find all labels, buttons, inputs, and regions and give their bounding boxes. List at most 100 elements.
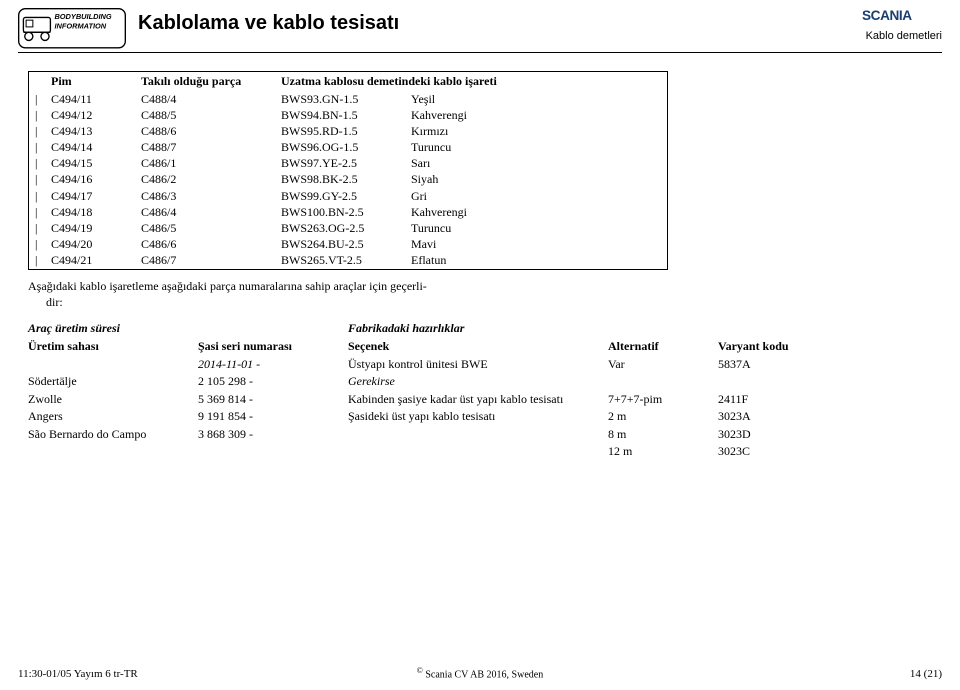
- options-table: Fabrikadaki hazırlıklar Seçenek Alternat…: [348, 320, 818, 460]
- scania-logo: SCANIA: [862, 8, 942, 24]
- option-alt: 8 m: [608, 426, 718, 443]
- table-row: 2014-11-01 -: [28, 356, 318, 373]
- production-serial: 3 868 309 -: [198, 426, 318, 443]
- pin-kod: BWS94.BN-1.5: [275, 107, 405, 123]
- footer-left: 11:30-01/05 Yayım 6 tr-TR: [18, 668, 138, 680]
- note-text: Aşağıdaki kablo işaretleme aşağıdaki par…: [28, 278, 508, 310]
- option-alt: 7+7+7-pim: [608, 391, 718, 408]
- pin-bar: |: [29, 107, 45, 123]
- pin-bar: |: [29, 188, 45, 204]
- pin-parca: C486/2: [135, 171, 275, 187]
- production-site: São Bernardo do Campo: [28, 426, 198, 443]
- pin-renk: Yeşil: [405, 91, 667, 107]
- pin-kod: BWS95.RD-1.5: [275, 123, 405, 139]
- pin-bar: |: [29, 139, 45, 155]
- pin-pim: C494/15: [45, 155, 135, 171]
- pin-bar: |: [29, 123, 45, 139]
- pin-table-header-row: Pim Takılı olduğu parça Uzatma kablosu d…: [29, 72, 667, 91]
- pin-kod: BWS263.OG-2.5: [275, 220, 405, 236]
- table-row: São Bernardo do Campo3 868 309 -: [28, 426, 318, 443]
- pin-pim: C494/16: [45, 171, 135, 187]
- option-name: Şasideki üst yapı kablo tesisatı: [348, 408, 608, 425]
- pin-header-pim: Pim: [45, 72, 135, 91]
- pin-pim: C494/19: [45, 220, 135, 236]
- pin-bar: |: [29, 252, 45, 268]
- pin-kod: BWS265.VT-2.5: [275, 252, 405, 268]
- bottom-tables: Araç üretim süresi Üretim sahası Şasi se…: [28, 320, 942, 460]
- production-h2: Şasi seri numarası: [198, 338, 318, 356]
- pin-parca: C486/3: [135, 188, 275, 204]
- pin-kod: BWS97.YE-2.5: [275, 155, 405, 171]
- pin-header-parca: Takılı olduğu parça: [135, 72, 275, 91]
- table-row: Zwolle5 369 814 -: [28, 391, 318, 408]
- header-left: BODYBUILDING INFORMATION Kablolama ve ka…: [18, 8, 399, 49]
- pin-parca: C486/5: [135, 220, 275, 236]
- table-row: |C494/21C486/7BWS265.VT-2.5Eflatun: [29, 252, 667, 268]
- table-row: |C494/14C488/7BWS96.OG-1.5Turuncu: [29, 139, 667, 155]
- pin-renk: Kırmızı: [405, 123, 667, 139]
- option-code: 3023D: [718, 426, 818, 443]
- pin-pim: C494/14: [45, 139, 135, 155]
- pin-parca: C488/5: [135, 107, 275, 123]
- option-alt: [608, 373, 718, 390]
- option-code: 3023C: [718, 443, 818, 460]
- footer-center-text: Scania CV AB 2016, Sweden: [425, 669, 543, 680]
- table-row: Üstyapı kontrol ünitesi BWEVar5837A: [348, 356, 818, 373]
- option-alt: 2 m: [608, 408, 718, 425]
- option-alt: 12 m: [608, 443, 718, 460]
- table-row: Kabinden şasiye kadar üst yapı kablo tes…: [348, 391, 818, 408]
- production-serial: 9 191 854 -: [198, 408, 318, 425]
- pin-renk: Sarı: [405, 155, 667, 171]
- header-right: SCANIA Kablo demetleri: [862, 8, 942, 42]
- pin-parca: C488/6: [135, 123, 275, 139]
- pin-header-isaret: Uzatma kablosu demetindeki kablo işareti: [275, 72, 667, 91]
- svg-text:BODYBUILDING: BODYBUILDING: [54, 12, 111, 21]
- table-row: |C494/12C488/5BWS94.BN-1.5Kahverengi: [29, 107, 667, 123]
- pin-bar: |: [29, 91, 45, 107]
- table-row: Şasideki üst yapı kablo tesisatı2 m3023A: [348, 408, 818, 425]
- pin-pim: C494/18: [45, 204, 135, 220]
- pin-renk: Siyah: [405, 171, 667, 187]
- pin-parca: C486/6: [135, 236, 275, 252]
- pin-pim: C494/13: [45, 123, 135, 139]
- pin-pim: C494/17: [45, 188, 135, 204]
- option-code: [718, 373, 818, 390]
- pin-renk: Kahverengi: [405, 204, 667, 220]
- production-serial: 2 105 298 -: [198, 373, 318, 390]
- pin-renk: Turuncu: [405, 220, 667, 236]
- table-row: |C494/19C486/5BWS263.OG-2.5Turuncu: [29, 220, 667, 236]
- page-title: Kablolama ve kablo tesisatı: [138, 12, 399, 35]
- pin-pim: C494/11: [45, 91, 135, 107]
- footer-center: © Scania CV AB 2016, Sweden: [417, 666, 543, 680]
- table-row: |C494/17C486/3BWS99.GY-2.5Gri: [29, 188, 667, 204]
- pin-bar: |: [29, 220, 45, 236]
- options-h2: Alternatif: [608, 338, 718, 356]
- note-line1: Aşağıdaki kablo işaretleme aşağıdaki par…: [28, 279, 427, 293]
- option-name: Üstyapı kontrol ünitesi BWE: [348, 356, 608, 373]
- table-row: |C494/15C486/1BWS97.YE-2.5Sarı: [29, 155, 667, 171]
- page-header: BODYBUILDING INFORMATION Kablolama ve ka…: [18, 8, 942, 53]
- table-row: 12 m3023C: [348, 443, 818, 460]
- svg-text:SCANIA: SCANIA: [862, 8, 912, 23]
- production-site: [28, 356, 198, 373]
- pin-kod: BWS96.OG-1.5: [275, 139, 405, 155]
- table-row: |C494/18C486/4BWS100.BN-2.5Kahverengi: [29, 204, 667, 220]
- table-row: |C494/16C486/2BWS98.BK-2.5Siyah: [29, 171, 667, 187]
- table-row: |C494/20C486/6BWS264.BU-2.5Mavi: [29, 236, 667, 252]
- option-alt: Var: [608, 356, 718, 373]
- page-footer: 11:30-01/05 Yayım 6 tr-TR © Scania CV AB…: [18, 668, 942, 680]
- option-name: Gerekirse: [348, 373, 608, 390]
- pin-pim: C494/12: [45, 107, 135, 123]
- option-name: [348, 426, 608, 443]
- pin-bar: |: [29, 171, 45, 187]
- bodybuilding-information-logo: BODYBUILDING INFORMATION: [18, 8, 126, 49]
- production-group-header: Araç üretim süresi: [28, 320, 318, 338]
- pin-table: Pim Takılı olduğu parça Uzatma kablosu d…: [28, 71, 668, 270]
- pin-kod: BWS100.BN-2.5: [275, 204, 405, 220]
- pin-pim: C494/21: [45, 252, 135, 268]
- pin-pim: C494/20: [45, 236, 135, 252]
- production-serial: 5 369 814 -: [198, 391, 318, 408]
- footer-right: 14 (21): [910, 668, 942, 680]
- pin-bar: |: [29, 155, 45, 171]
- table-row: Södertälje2 105 298 -: [28, 373, 318, 390]
